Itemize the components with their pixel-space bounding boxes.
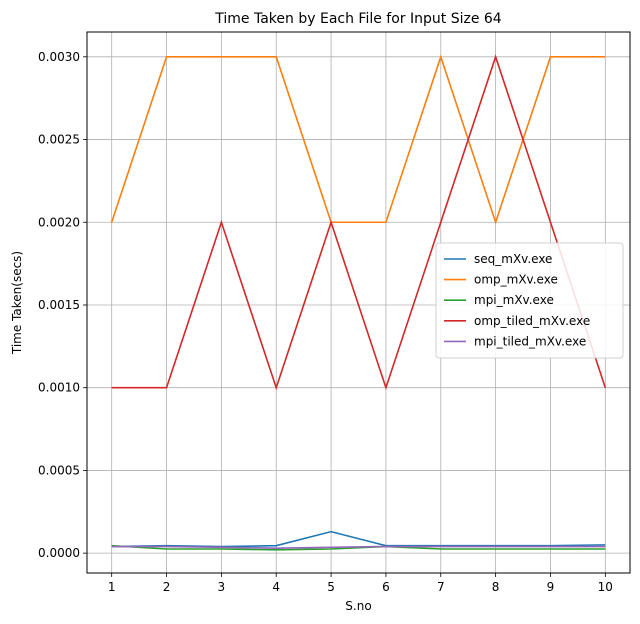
x-tick-label: 2 (163, 580, 171, 594)
y-axis-label: Time Taken(secs) (10, 251, 24, 355)
chart-title: Time Taken by Each File for Input Size 6… (214, 11, 502, 27)
x-tick-label: 8 (492, 580, 500, 594)
series-layer (110, 54, 607, 551)
y-tick-label: 0.0020 (38, 215, 80, 229)
x-tick-label: 3 (218, 580, 226, 594)
x-tick-label: 7 (437, 580, 445, 594)
series-line-omp-tiled-mxv-exe (111, 54, 607, 391)
x-tick-label: 5 (327, 580, 335, 594)
y-tick-label: 0.0030 (38, 50, 80, 64)
legend-entry: mpi_mXv.exe (474, 293, 554, 307)
x-axis-ticks: 1 2 3 4 5 6 7 8 9 10 (108, 573, 613, 594)
y-tick-label: 0.0010 (38, 381, 80, 395)
y-tick-label: 0.0015 (38, 298, 80, 312)
y-tick-label: 0.0005 (38, 463, 80, 477)
series-line-mpi-tiled-mxv-exe (111, 545, 606, 549)
y-axis-ticks: 0.0000 0.0005 0.0010 0.0015 0.0020 0.0025 0.00… (38, 50, 87, 560)
series-line-mpi-mxv-exe (111, 544, 606, 551)
legend-entry: seq_mXv.exe (474, 252, 552, 266)
y-tick-label: 0.0025 (38, 133, 80, 147)
x-tick-label: 9 (547, 580, 555, 594)
x-tick-label: 10 (598, 580, 613, 594)
legend: seq_mXv.exe omp_mXv.exe mpi_mXv.exe omp_til… (435, 242, 624, 359)
legend-entry: mpi_tiled_mXv.exe (474, 334, 586, 348)
legend-entry: omp_tiled_mXv.exe (474, 314, 590, 328)
x-tick-label: 6 (382, 580, 390, 594)
series-line-seq-mxv-exe (111, 530, 606, 548)
x-tick-label: 4 (272, 580, 280, 594)
x-axis-label: S.no (345, 599, 371, 613)
plot-frame (86, 31, 631, 574)
legend-box (435, 242, 624, 359)
x-tick-label: 1 (108, 580, 116, 594)
legend-entry: omp_mXv.exe (474, 273, 558, 287)
y-tick-label: 0.0000 (38, 546, 80, 560)
